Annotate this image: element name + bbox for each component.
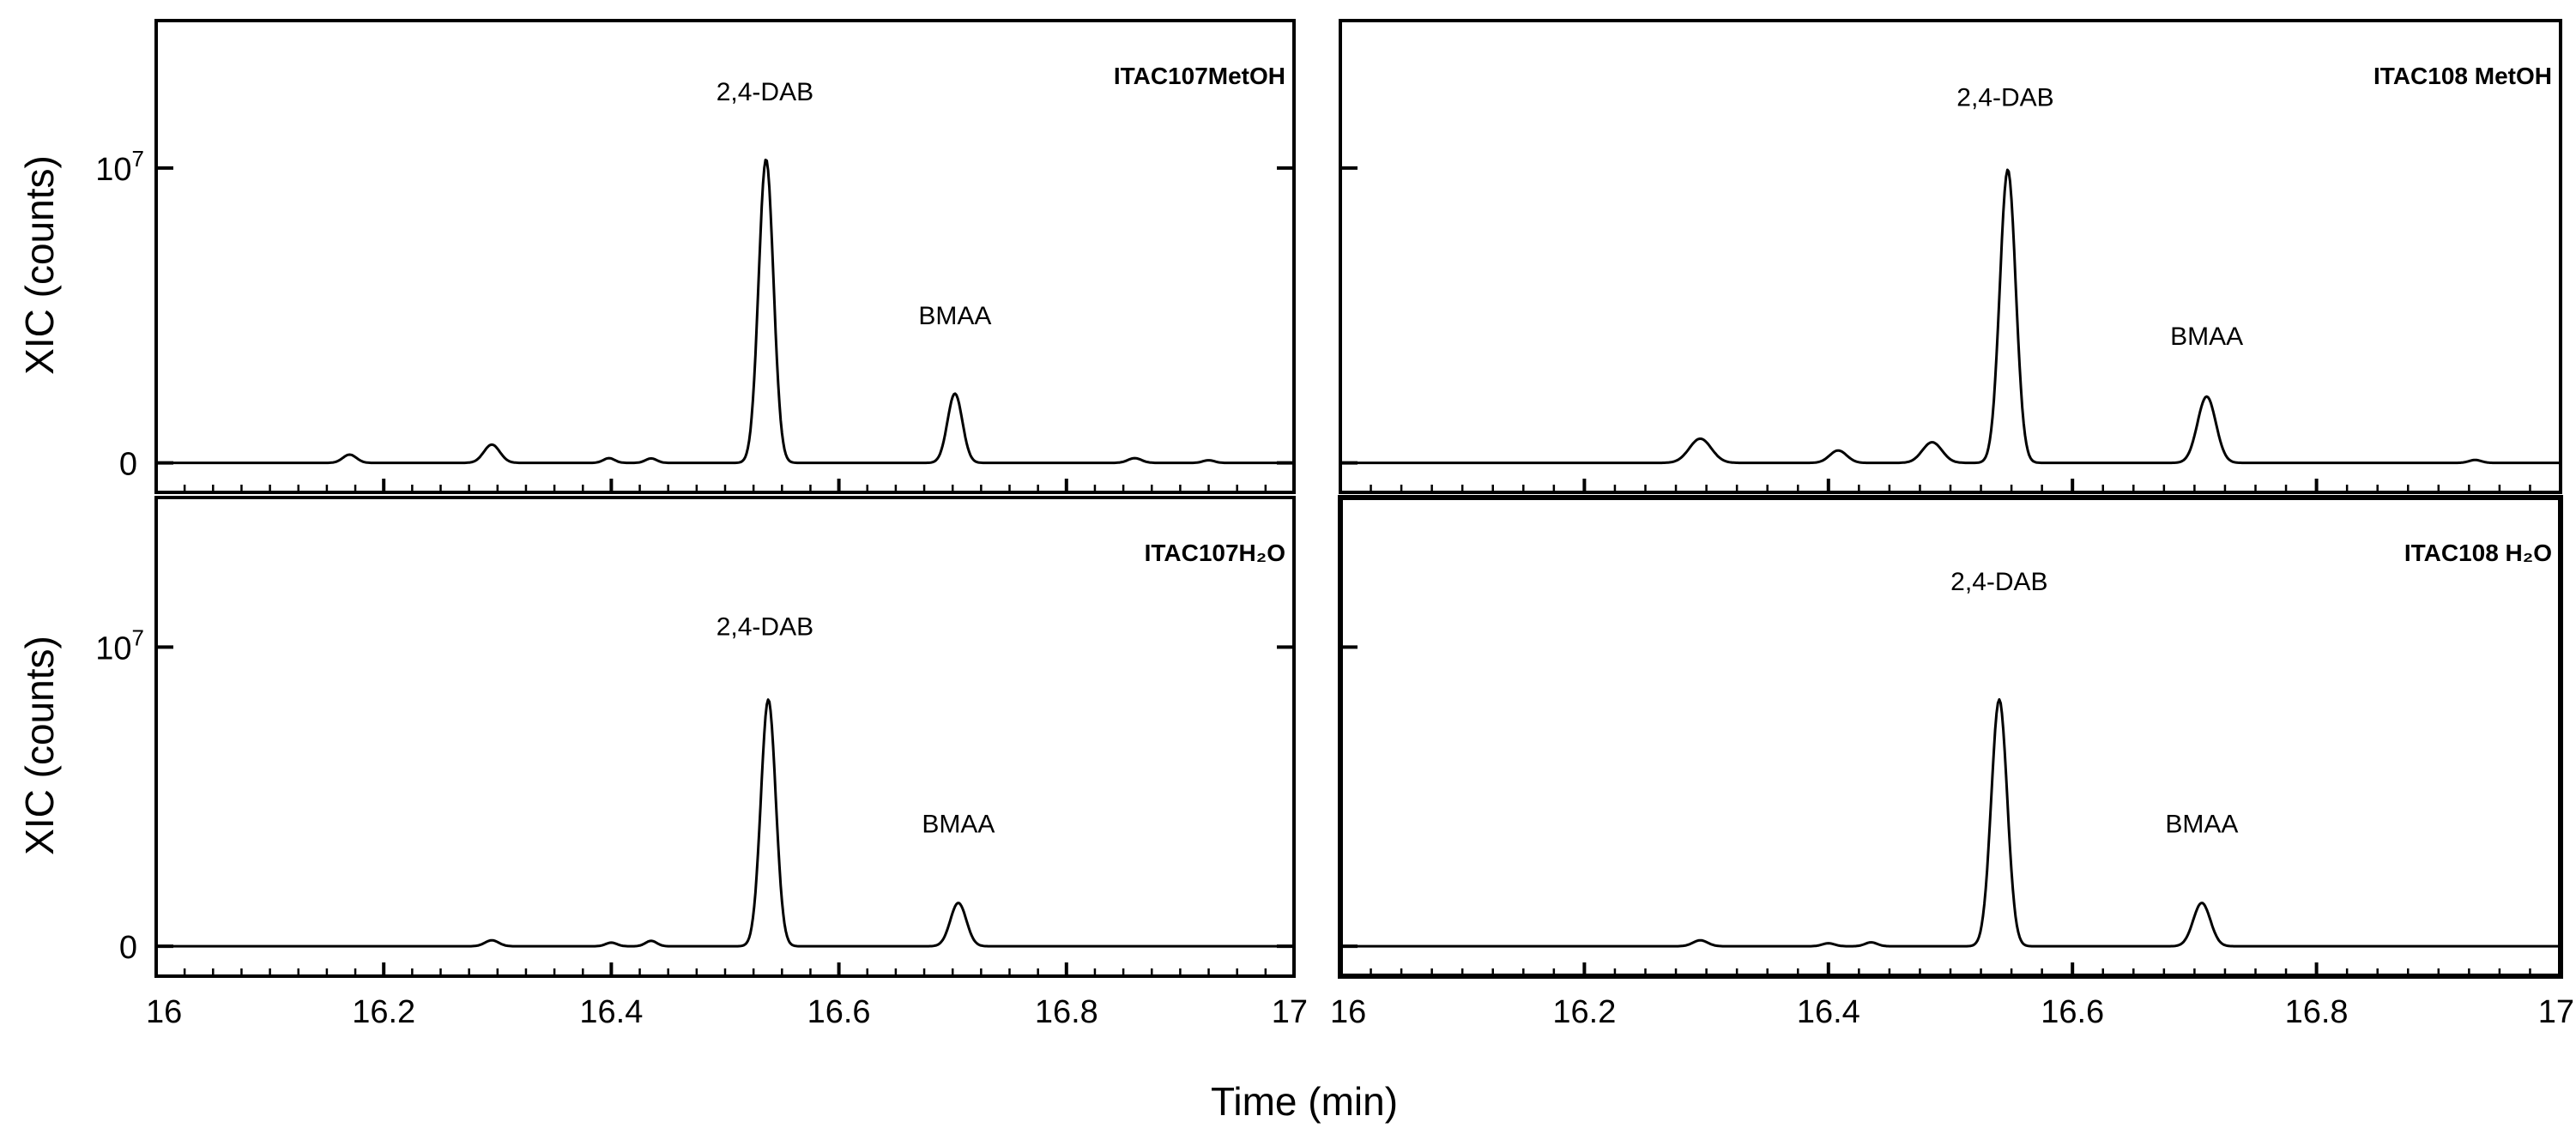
x-tick-label: 17 [1272,994,1308,1030]
panel-title: ITAC108 MetOH [2373,63,2552,89]
x-tick-label: 16 [146,994,182,1030]
y-tick-label: 0 [119,930,137,966]
peak-label: 2,4-DAB [1950,568,2047,596]
panel-top-left: 0 107 XIC (counts) ITAC107MetOH 2,4-DAB BMAA [17,19,1296,494]
x-tick-label: 16.6 [2041,994,2104,1030]
peak-label: 2,4-DAB [1956,84,2053,112]
x-tick-label: 17 [2538,994,2574,1030]
x-tick-label: 16.8 [2285,994,2349,1030]
xic-trace [156,698,1294,948]
peak-label: BMAA [2165,811,2238,839]
xic-trace [1340,168,2561,465]
x-tick-label: 16.2 [1552,994,1616,1030]
peak-label: BMAA [2170,323,2243,351]
panel-bottom-right: 16 16.2 16.4 16.6 16.8 17 ITAC108 H₂O 2,4-DAB BM… [1330,495,2574,1030]
y-axis-label: XIC (counts) [17,155,62,375]
x-tick-label: 16.6 [807,994,871,1030]
xic-trace [156,158,1294,465]
xic-trace [1340,697,2561,948]
x-tick-label: 16.4 [1797,994,1860,1030]
y-axis-label: XIC (counts) [17,636,62,855]
x-tick-label: 16.4 [579,994,643,1030]
peak-label: BMAA [918,302,991,330]
y-tick-label: 107 [95,624,144,667]
panel-title: ITAC107MetOH [1114,63,1285,89]
y-tick-label: 107 [95,146,144,188]
peak-label: 2,4-DAB [717,78,813,106]
panel-title: ITAC108 H₂O [2404,540,2552,566]
x-tick-label: 16.2 [352,994,415,1030]
panel-title: ITAC107H₂O [1145,540,1285,566]
panel-bottom-left: 0 107 XIC (counts) 16 16.2 16.4 16.6 16.8 17 ITAC… [17,496,1308,1030]
plot-frame [1339,19,2562,494]
peak-label: 2,4-DAB [717,612,813,641]
x-tick-label: 16.8 [1035,994,1098,1030]
y-tick-label: 0 [119,447,137,483]
x-tick-label: 16 [1330,994,1366,1030]
panel-top-right: ITAC108 MetOH 2,4-DAB BMAA [1339,19,2562,494]
plot-frame [154,496,1296,978]
x-axis-label: Time (min) [1211,1079,1398,1124]
peak-label: BMAA [922,811,995,839]
